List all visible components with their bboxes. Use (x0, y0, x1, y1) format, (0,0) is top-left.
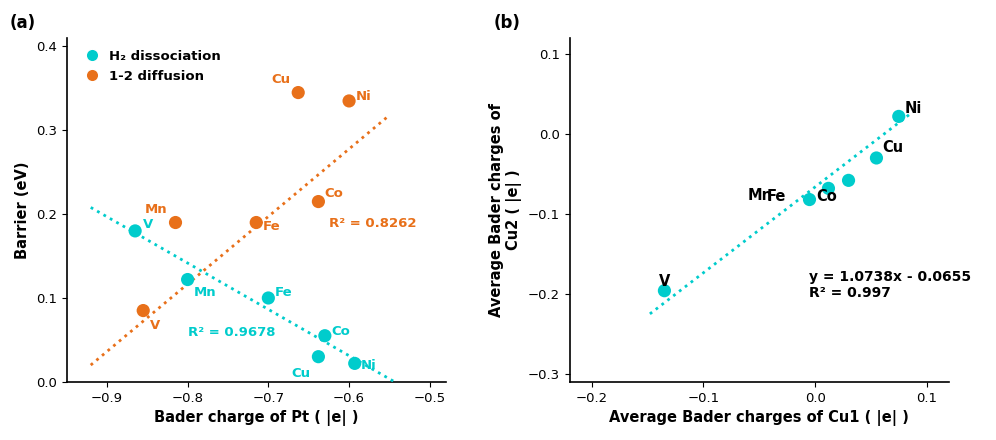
Point (179, 276, 195, 283)
Point (260, 294, 276, 301)
Text: Ni: Ni (356, 90, 372, 103)
Text: (a): (a) (10, 14, 36, 32)
Point (869, 154, 884, 161)
Point (127, 227, 143, 235)
Text: Cu: Cu (271, 73, 290, 87)
Point (311, 198, 327, 205)
Text: Fe: Fe (275, 286, 293, 299)
Text: Mn: Mn (144, 203, 167, 216)
Point (311, 353, 327, 360)
Text: V: V (143, 218, 153, 231)
Text: Fe: Fe (767, 189, 787, 204)
Point (802, 196, 818, 203)
Legend: H₂ dissociation, 1-2 diffusion: H₂ dissociation, 1-2 diffusion (73, 44, 226, 88)
Text: V: V (658, 274, 670, 289)
Text: R² = 0.8262: R² = 0.8262 (329, 217, 416, 230)
Point (841, 177, 857, 184)
Text: Co: Co (325, 187, 344, 200)
Text: Ni: Ni (904, 101, 921, 116)
X-axis label: Bader charge of Pt ( |e| ): Bader charge of Pt ( |e| ) (154, 410, 359, 426)
Y-axis label: Barrier (eV): Barrier (eV) (15, 161, 30, 259)
Point (890, 113, 906, 120)
Point (347, 360, 363, 367)
Text: Ni: Ni (362, 359, 376, 372)
Text: R² = 0.9678: R² = 0.9678 (187, 326, 275, 339)
Point (248, 219, 264, 226)
Text: Cu: Cu (882, 140, 903, 155)
Text: Fe: Fe (263, 220, 280, 233)
Point (290, 89, 306, 96)
Text: Mn: Mn (194, 286, 217, 300)
Text: (b): (b) (494, 14, 521, 32)
Point (821, 185, 837, 192)
X-axis label: Average Bader charges of Cu1 ( |e| ): Average Bader charges of Cu1 ( |e| ) (610, 410, 909, 426)
Point (167, 219, 183, 226)
Text: Cu: Cu (291, 367, 311, 380)
Text: Co: Co (817, 189, 838, 204)
Point (135, 307, 151, 314)
Point (656, 287, 672, 294)
Point (341, 97, 357, 104)
Text: V: V (149, 319, 160, 332)
Point (317, 332, 333, 339)
Y-axis label: Average Bader charges of
Cu2 ( |e| ): Average Bader charges of Cu2 ( |e| ) (489, 103, 522, 317)
Text: y = 1.0738x - 0.0655
R² = 0.997: y = 1.0738x - 0.0655 R² = 0.997 (810, 270, 972, 300)
Text: Mn: Mn (748, 188, 773, 203)
Text: Co: Co (332, 325, 351, 338)
